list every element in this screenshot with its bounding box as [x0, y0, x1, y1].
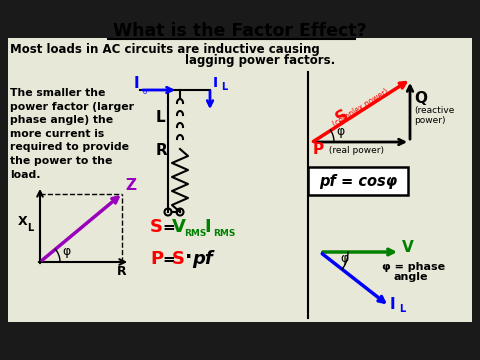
Text: L: L [221, 82, 227, 92]
Text: The smaller the
power factor (larger
phase angle) the
more current is
required t: The smaller the power factor (larger pha… [10, 88, 134, 180]
Text: I: I [134, 76, 140, 91]
Text: angle: angle [394, 272, 429, 282]
Text: R: R [117, 265, 127, 278]
Text: (complex power): (complex power) [331, 87, 390, 129]
Text: ·: · [185, 248, 192, 267]
Text: S: S [172, 250, 185, 268]
Text: S: S [333, 105, 352, 127]
Text: o: o [143, 89, 147, 95]
Text: φ: φ [62, 245, 70, 258]
Text: What is the Factor Effect?: What is the Factor Effect? [113, 22, 367, 40]
Text: φ: φ [340, 252, 348, 265]
Text: V: V [172, 218, 186, 236]
Text: P: P [150, 250, 163, 268]
Text: I: I [204, 218, 211, 236]
Text: =: = [162, 252, 175, 267]
Text: RMS: RMS [184, 229, 206, 238]
Bar [8, 38, 472, 322]
Text: Q: Q [414, 91, 427, 106]
Text: Z: Z [125, 178, 136, 193]
Text: power): power) [414, 116, 445, 125]
Text: P: P [313, 142, 324, 157]
Text: S: S [150, 218, 163, 236]
Text: L: L [399, 304, 406, 314]
Text: pf: pf [192, 250, 213, 268]
Text: φ: φ [336, 125, 344, 138]
Text: I: I [389, 297, 395, 312]
Text: =: = [162, 220, 175, 235]
Text: V: V [402, 240, 414, 255]
Text: L: L [27, 223, 33, 233]
Text: lagging power factors.: lagging power factors. [185, 54, 335, 67]
Text: Most loads in AC circuits are inductive causing: Most loads in AC circuits are inductive … [10, 42, 320, 55]
Text: RMS: RMS [213, 229, 235, 238]
Text: (reactive: (reactive [414, 106, 455, 115]
Bar [308, 167, 408, 195]
Text: I: I [213, 76, 218, 90]
Text: φ = phase: φ = phase [382, 262, 445, 272]
Text: R: R [156, 143, 168, 158]
Text: (real power): (real power) [326, 146, 384, 155]
Text: pf = cosφ: pf = cosφ [319, 174, 397, 189]
Text: L: L [156, 110, 166, 125]
Text: X: X [18, 215, 28, 228]
